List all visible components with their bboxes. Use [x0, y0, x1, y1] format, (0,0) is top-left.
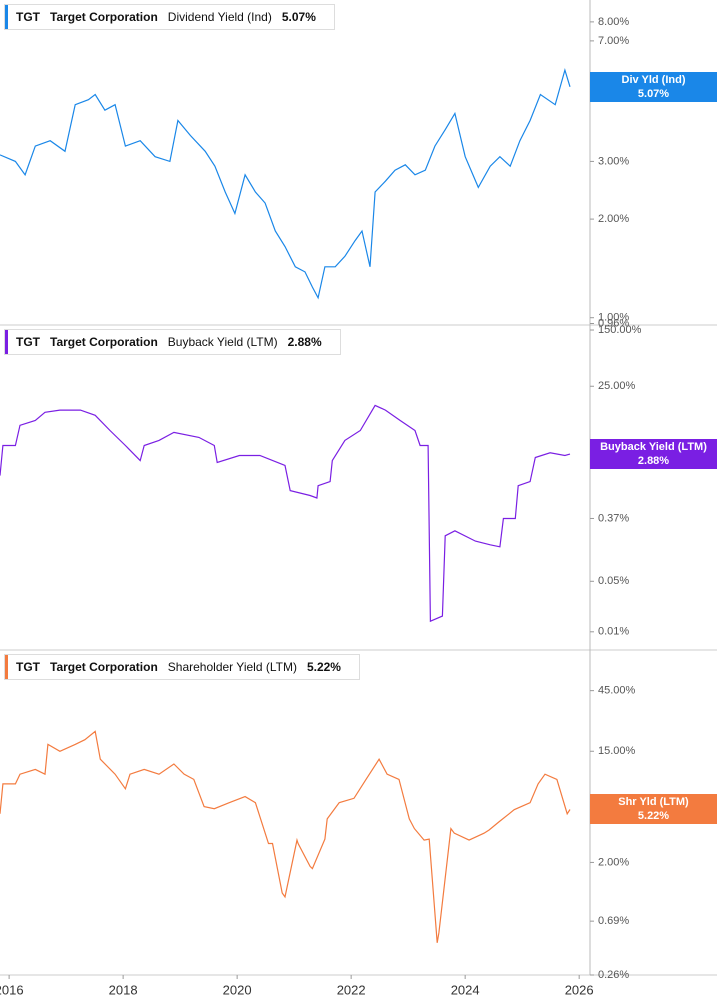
- current-value-badge: Div Yld (Ind) 5.07%: [590, 71, 717, 102]
- legend-series-name: Buyback Yield (LTM): [167, 335, 278, 349]
- legend-swatch: [5, 330, 8, 354]
- y-tick-label: 150.00%: [598, 324, 642, 336]
- x-tick-label: 2020: [223, 982, 252, 997]
- y-tick-label: 1.00%: [598, 312, 629, 324]
- y-tick-label: 2.00%: [598, 856, 629, 868]
- y-tick-label: 25.00%: [598, 380, 636, 392]
- legend: TGT Target Corporation Dividend Yield (Ind…: [4, 4, 335, 30]
- legend-swatch: [5, 655, 8, 679]
- legend-company: Target Corporation: [50, 335, 158, 349]
- y-tick-label: 7.00%: [598, 35, 629, 47]
- legend-series-name: Dividend Yield (Ind): [167, 10, 272, 24]
- current-value-badge: Buyback Yield (LTM) 2.88%: [590, 439, 717, 470]
- legend-ticker: TGT: [16, 10, 40, 24]
- y-tick-label: 0.96%: [598, 317, 629, 329]
- legend-swatch: [5, 5, 8, 29]
- badge-name: Buyback Yield (LTM): [600, 441, 707, 454]
- x-tick-label: 2018: [109, 982, 138, 997]
- legend-current-value: 2.88%: [287, 335, 322, 349]
- badge-value: 2.88%: [637, 455, 670, 468]
- y-tick-label: 0.05%: [598, 575, 629, 587]
- y-tick-label: 0.69%: [598, 915, 629, 927]
- y-tick-label: 0.01%: [598, 626, 629, 638]
- legend-company: Target Corporation: [50, 10, 158, 24]
- x-tick-label: 2016: [0, 982, 24, 997]
- badge-name: Div Yld (Ind): [621, 73, 686, 86]
- x-tick-label: 2022: [337, 982, 366, 997]
- legend: TGT Target Corporation Shareholder Yield (…: [4, 654, 360, 680]
- legend-ticker: TGT: [16, 335, 40, 349]
- y-tick-label: 8.00%: [598, 16, 629, 28]
- x-tick-label: 2024: [451, 982, 480, 997]
- y-tick-label: 15.00%: [598, 745, 636, 757]
- y-tick-label: 2.00%: [598, 213, 629, 225]
- badge-value: 5.07%: [637, 87, 670, 100]
- legend-current-value: 5.07%: [281, 10, 316, 24]
- series-line: [0, 404, 571, 623]
- badge-value: 5.22%: [637, 810, 670, 823]
- legend: TGT Target Corporation Buyback Yield (LTM)…: [4, 329, 341, 355]
- legend-series-name: Shareholder Yield (LTM): [167, 660, 297, 674]
- series-line: [0, 730, 571, 943]
- y-tick-label: 3.00%: [598, 155, 629, 167]
- legend-company: Target Corporation: [50, 660, 158, 674]
- x-tick-label: 2026: [565, 982, 594, 997]
- series-line: [0, 67, 571, 300]
- y-tick-label: 0.26%: [598, 969, 629, 981]
- y-tick-label: 45.00%: [598, 685, 636, 697]
- current-value-badge: Shr Yld (LTM) 5.22%: [590, 794, 717, 825]
- y-tick-label: 0.37%: [598, 512, 629, 524]
- legend-ticker: TGT: [16, 660, 40, 674]
- badge-name: Shr Yld (LTM): [618, 796, 689, 809]
- legend-current-value: 5.22%: [306, 660, 341, 674]
